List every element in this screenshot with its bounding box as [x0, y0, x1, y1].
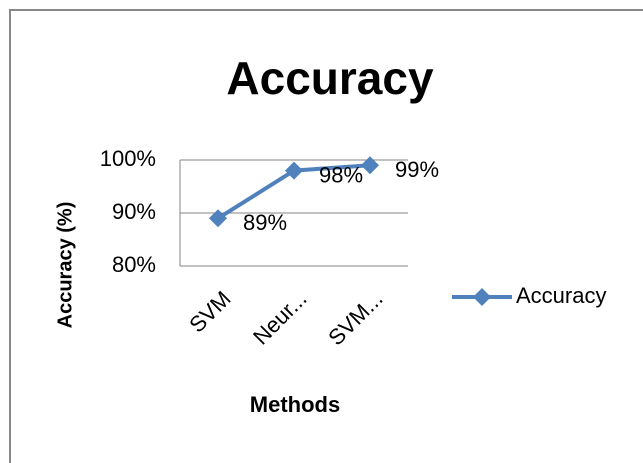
x-axis-label: Methods	[250, 392, 340, 417]
data-point	[285, 161, 303, 180]
data-label: 99%	[395, 157, 439, 182]
data-label: 89%	[243, 210, 287, 235]
legend-marker	[473, 288, 491, 306]
y-tick-label: 80%	[112, 252, 156, 277]
y-tick-label: 90%	[112, 199, 156, 224]
data-point	[361, 156, 379, 175]
y-axis-label: Accuracy (%)	[54, 202, 76, 329]
chart-frame	[9, 9, 643, 463]
chart-title: Accuracy	[226, 52, 434, 104]
legend-label: Accuracy	[516, 283, 606, 308]
y-tick-label: 100%	[100, 146, 156, 171]
data-point	[209, 209, 227, 228]
data-label: 98%	[319, 162, 363, 187]
